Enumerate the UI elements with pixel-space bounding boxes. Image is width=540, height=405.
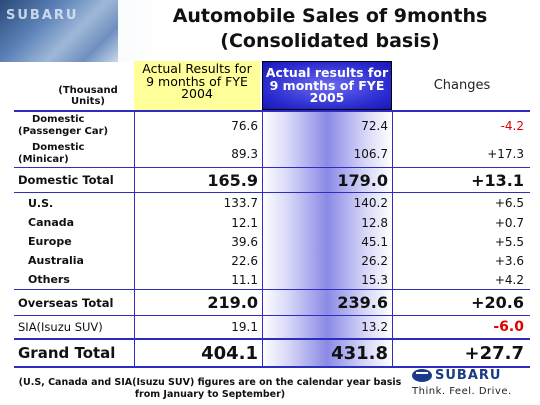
value-change: +20.6 [471, 293, 524, 312]
column-divider-2 [262, 110, 263, 366]
brand-tagline: Think. Feel. Drive. [412, 386, 512, 397]
table-row-europe: Europe 39.6 45.1 +5.5 [14, 232, 530, 251]
subaru-logo-image: SUBARU [0, 0, 118, 62]
column-header-fye2005-line-1: Actual results for [265, 65, 389, 80]
row-label-line-1: Domestic [32, 141, 85, 153]
header-banner: SUBARU Automobile Sales of 9months (Cons… [0, 0, 540, 62]
row-label: Europe [28, 235, 72, 248]
column-header-fye2004: Actual Results for 9 months of FYE 2004 [134, 61, 260, 110]
value-fye2005: 12.8 [361, 215, 388, 230]
title-line-1: Automobile Sales of 9months [172, 5, 488, 27]
column-header-fye2004-line-2: 9 months of FYE [146, 73, 248, 89]
column-header-changes: Changes [433, 78, 491, 93]
row-label-line-2: (Passenger Car) [18, 125, 109, 137]
value-change: +4.2 [494, 272, 524, 287]
row-label: Domestic (Minicar) [18, 140, 84, 167]
value-fye2004: 12.1 [231, 215, 258, 230]
value-fye2005: 72.4 [361, 118, 388, 133]
table-row-domestic-passenger-car: Domestic (Passenger Car) 76.6 72.4 -4.2 [14, 111, 530, 140]
value-change: +5.5 [494, 234, 524, 249]
sales-table: (Thousand Units) Actual Results for 9 mo… [14, 61, 530, 368]
value-change: +3.6 [494, 253, 524, 268]
value-fye2005: 239.6 [337, 293, 388, 312]
value-fye2004: 39.6 [231, 234, 258, 249]
brand-logo-row: SUBARU [412, 368, 522, 383]
brand-name: SUBARU [435, 368, 502, 383]
column-header-fye2005-line-3: 2005 [309, 90, 345, 105]
table-row-us: U.S. 133.7 140.2 +6.5 [14, 193, 530, 213]
value-fye2004: 404.1 [201, 342, 258, 364]
table-row-australia: Australia 22.6 26.2 +3.6 [14, 251, 530, 270]
row-label: Australia [28, 254, 84, 267]
value-fye2004: 76.6 [231, 118, 258, 133]
row-label: U.S. [28, 196, 54, 210]
rule-before-grand-total [14, 338, 530, 340]
value-change: +17.3 [487, 146, 524, 161]
row-label: Canada [28, 216, 75, 229]
units-label-line-1: (Thousand [58, 85, 118, 96]
table-row-domestic-total: Domestic Total 165.9 179.0 +13.1 [14, 168, 530, 192]
value-fye2005: 45.1 [361, 234, 388, 249]
table-row-canada: Canada 12.1 12.8 +0.7 [14, 213, 530, 232]
rule-table-bottom [14, 366, 530, 368]
value-fye2004: 19.1 [231, 320, 258, 334]
table-row-others: Others 11.1 15.3 +4.2 [14, 270, 530, 289]
units-label: (Thousand Units) [48, 85, 128, 107]
table-row-sia: SIA(Isuzu SUV) 19.1 13.2 -6.0 [14, 316, 530, 338]
value-change: +13.1 [471, 170, 524, 190]
value-fye2005: 140.2 [353, 196, 388, 210]
value-change: -6.0 [493, 319, 524, 335]
table-row-domestic-minicar: Domestic (Minicar) 89.3 106.7 +17.3 [14, 140, 530, 167]
table-row-grand-total: Grand Total 404.1 431.8 +27.7 [14, 340, 530, 366]
title-line-2: (Consolidated basis) [220, 30, 440, 52]
rule-after-others [14, 289, 530, 290]
footnote-line-1: (U.S, Canada and SIA(Isuzu SUV) figures … [18, 377, 402, 388]
row-label: Grand Total [18, 344, 116, 362]
column-header-fye2004-line-3: 2004 [181, 86, 213, 101]
value-fye2005: 431.8 [331, 342, 388, 364]
page-title: Automobile Sales of 9months (Consolidate… [120, 4, 540, 54]
rule-after-overseas-total [14, 315, 530, 316]
row-label: Domestic Total [18, 173, 114, 187]
fye2005-column-shading [262, 110, 392, 366]
column-header-fye2005: Actual results for 9 months of FYE 2005 [262, 61, 392, 110]
row-label: Overseas Total [18, 295, 114, 310]
row-label-line-2: (Minicar) [18, 153, 69, 165]
row-label: Domestic (Passenger Car) [18, 111, 108, 140]
column-divider-3 [392, 110, 393, 366]
value-change: -4.2 [500, 118, 524, 133]
row-label: SIA(Isuzu SUV) [18, 320, 103, 334]
rule-after-domestic [14, 167, 530, 168]
value-change: +6.5 [494, 196, 524, 210]
value-fye2005: 15.3 [361, 272, 388, 287]
column-header-fye2004-line-1: Actual Results for [142, 61, 252, 76]
footnote-line-2: from January to September) [134, 389, 286, 400]
value-fye2005: 26.2 [361, 253, 388, 268]
value-fye2004: 219.0 [207, 293, 258, 312]
table-row-overseas-total: Overseas Total 219.0 239.6 +20.6 [14, 290, 530, 315]
logo-text: SUBARU [6, 8, 79, 23]
column-divider-1 [134, 110, 135, 366]
subaru-brand-block: SUBARU Think. Feel. Drive. [412, 368, 522, 397]
column-header-fye2005-line-2: 9 months of FYE [269, 77, 385, 93]
value-change: +0.7 [494, 215, 524, 230]
value-fye2005: 13.2 [361, 320, 388, 334]
rule-after-domestic-total [14, 192, 530, 193]
value-change: +27.7 [464, 342, 525, 364]
value-fye2004: 133.7 [223, 196, 258, 210]
value-fye2004: 165.9 [207, 170, 258, 190]
row-label-line-1: Domestic [32, 113, 85, 125]
row-label: Others [28, 273, 70, 286]
subaru-star-icon [412, 369, 432, 382]
footnote: (U.S, Canada and SIA(Isuzu SUV) figures … [10, 377, 410, 401]
value-fye2004: 11.1 [231, 272, 258, 287]
units-label-line-2: Units) [71, 96, 105, 107]
header-rule [14, 110, 530, 112]
value-fye2005: 106.7 [353, 146, 388, 161]
value-fye2004: 22.6 [231, 253, 258, 268]
value-fye2005: 179.0 [337, 170, 388, 190]
value-fye2004: 89.3 [231, 146, 258, 161]
